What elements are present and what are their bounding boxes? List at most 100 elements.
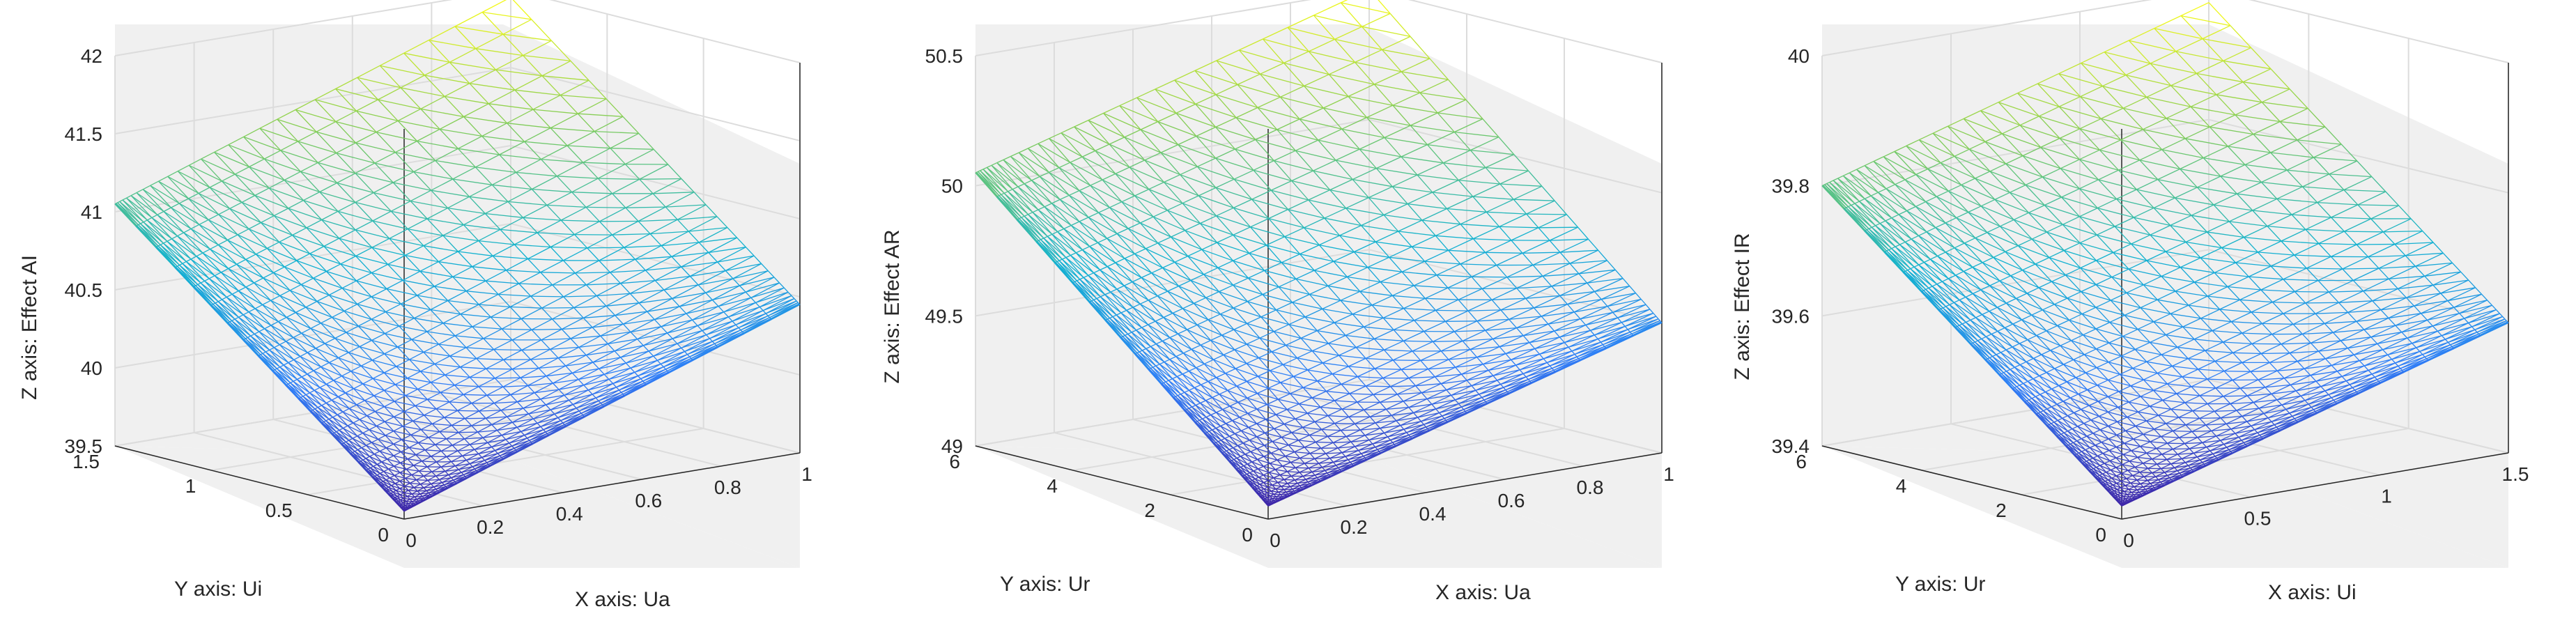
mesh-line-u [290,380,294,384]
mesh-line-diag [378,483,385,490]
mesh-line-v [596,295,607,307]
mesh-line-v [1357,376,1366,387]
mesh-line-diag [403,279,435,287]
mesh-line-diag [333,380,354,389]
mesh-line-v [1325,453,1331,459]
mesh-line-u [1411,235,1436,247]
mesh-line-v [393,465,401,473]
mesh-line-diag [488,458,503,465]
mesh-line-u [1280,376,1294,383]
mesh-line-diag [709,327,739,339]
mesh-line-v [528,413,534,419]
mesh-line-v [188,198,209,220]
mesh-line-diag [1231,460,1241,468]
mesh-line-u [1294,447,1305,453]
mesh-line-diag [527,258,564,261]
mesh-line-v [406,469,412,476]
mesh-line-v [328,419,340,431]
mesh-line-v [1293,376,1304,388]
mesh-line-v [1288,324,1302,339]
mesh-line-u [444,83,470,97]
mesh-line-diag [677,334,707,344]
mesh-line-diag [415,454,431,457]
mesh-line-u [692,306,719,320]
mesh-line-u [1496,252,1523,266]
mesh-line-v [357,435,367,446]
mesh-line-u [577,98,607,114]
mesh-line-v [231,293,249,313]
mesh-line-u [1167,203,1183,211]
mesh-line-v [269,349,284,366]
mesh-line-u [237,229,249,235]
mesh-line-diag [1205,433,1217,443]
mesh-line-u [640,366,664,380]
mesh-line-u [1340,291,1361,301]
mesh-line-u [1283,357,1297,365]
mesh-line-diag [592,387,617,395]
mesh-line-u [1424,415,1442,425]
mesh-line-diag [367,468,378,476]
mesh-line-diag [1268,472,1281,476]
mesh-line-diag [442,235,479,242]
mesh-line-u [454,326,473,337]
mesh-line-v [1373,338,1385,350]
mesh-line-u [369,454,375,457]
mesh-line-diag [1222,452,1233,461]
mesh-line-u [1268,382,1281,389]
mesh-line-diag [289,290,318,302]
mesh-line-v [1243,465,1250,474]
mesh-line-diag [767,302,799,316]
mesh-line-diag [319,387,339,398]
mesh-line-u [447,196,470,209]
mesh-line-v [532,418,538,424]
mesh-line-u [1497,369,1520,381]
mesh-line-u [1355,338,1375,348]
mesh-line-v [250,335,266,353]
mesh-line-v [1100,296,1117,316]
mesh-line-v [374,411,385,422]
mesh-line-v [310,327,325,344]
mesh-line-u [332,414,338,418]
mesh-line-u [1325,447,1339,454]
mesh-line-v [681,347,686,352]
mesh-line-diag [1206,432,1219,442]
mesh-line-u [222,173,236,182]
mesh-line-v [1079,221,1099,243]
mesh-line-diag [394,416,413,422]
mesh-line-v [485,417,493,425]
mesh-line-diag [533,109,578,114]
mesh-line-v [1178,144,1198,167]
mesh-line-v [428,437,436,445]
mesh-line-u [1559,324,1586,338]
mesh-line-u [1285,451,1295,457]
mesh-line-diag [638,298,672,304]
mesh-line-diag [427,479,440,481]
mesh-line-v [352,438,362,449]
mesh-line-u [709,324,736,339]
mesh-line-diag [400,87,445,98]
mesh-line-u [625,148,654,165]
mesh-line-diag [1275,469,1288,472]
mesh-line-v [435,461,442,468]
mesh-line-v [316,131,337,154]
mesh-line-u [503,349,523,360]
mesh-line-v [1348,95,1367,118]
mesh-line-u [419,479,429,485]
mesh-line-u [1624,312,1654,327]
mesh-line-diag [1152,366,1169,381]
mesh-line-u [1336,459,1349,466]
mesh-line-diag [403,497,410,500]
mesh-line-v [452,445,458,451]
mesh-line-u [1132,277,1142,283]
mesh-line-v [514,244,529,259]
mesh-line-u [1485,240,1512,253]
mesh-line-v [1247,412,1258,424]
mesh-line-u [1001,192,1005,195]
mesh-line-u [624,233,651,248]
mesh-line-diag [448,472,462,476]
mesh-line-diag [587,247,624,249]
mesh-line-u [1314,470,1325,476]
mesh-line-diag [431,470,445,472]
mesh-line-diag [455,335,484,339]
mesh-line-u [638,363,661,377]
